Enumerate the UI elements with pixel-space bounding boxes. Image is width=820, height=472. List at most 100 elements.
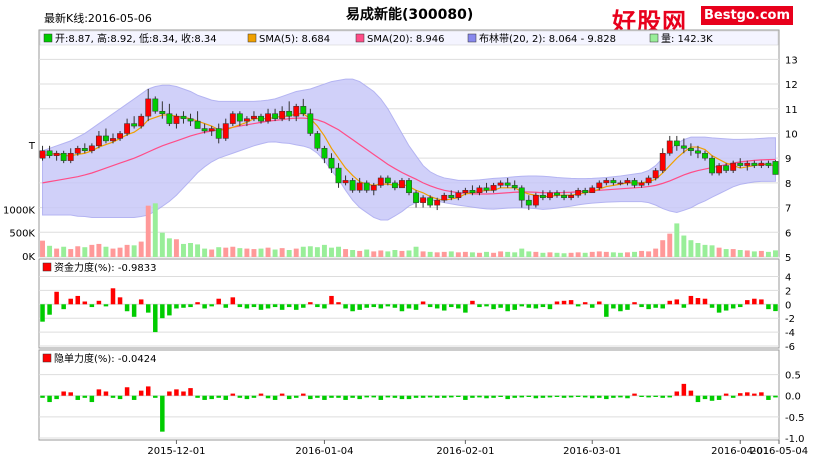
candle-body bbox=[152, 98, 159, 112]
candlestick bbox=[420, 195, 427, 208]
fund_panel-bar bbox=[392, 304, 398, 308]
candle-body bbox=[716, 165, 723, 174]
order_panel-bar bbox=[752, 393, 757, 396]
volume-bar bbox=[702, 244, 708, 257]
fund_panel-bar bbox=[301, 304, 306, 308]
fund_panel-bar bbox=[61, 304, 66, 310]
fund_panel-bar bbox=[625, 304, 630, 310]
candle-body bbox=[229, 113, 236, 124]
volume-bar bbox=[413, 246, 419, 257]
candle-body bbox=[406, 180, 412, 194]
volume-bar bbox=[159, 232, 165, 257]
candlestick bbox=[532, 192, 539, 208]
candlestick bbox=[356, 177, 363, 193]
order_panel-bar bbox=[399, 395, 405, 400]
order_panel-bar bbox=[315, 395, 320, 398]
candlestick bbox=[251, 111, 257, 122]
fund_panel-bar bbox=[667, 300, 673, 305]
order_panel-bar bbox=[730, 395, 736, 398]
candlestick bbox=[53, 150, 60, 161]
candlestick bbox=[413, 190, 419, 208]
volume-bar bbox=[625, 252, 630, 257]
fund_panel-bar bbox=[399, 304, 405, 312]
volume-bar bbox=[751, 251, 757, 257]
candle-body bbox=[159, 110, 166, 114]
candle-body bbox=[603, 180, 610, 184]
fund_panel-bar bbox=[526, 304, 532, 308]
candle-body bbox=[723, 165, 730, 171]
legend-text: 布林带(20, 2): 8.064 - 9.828 bbox=[479, 32, 616, 45]
order_panel-bar bbox=[512, 395, 517, 398]
fund_panel-bar bbox=[230, 297, 236, 305]
volume-bar bbox=[392, 250, 398, 257]
volume-bar bbox=[526, 251, 532, 257]
volume-bar bbox=[173, 239, 179, 257]
fund_panel-bar bbox=[463, 304, 468, 313]
fund_panel-bar bbox=[357, 304, 362, 310]
volume-bar bbox=[68, 249, 74, 257]
order_panel-bar bbox=[301, 393, 306, 396]
volume-bar bbox=[209, 249, 215, 257]
left-marker: T bbox=[28, 141, 36, 152]
fund_panel-bar bbox=[181, 304, 186, 308]
x-axis-label: 2016-02-01 bbox=[436, 446, 494, 457]
fund_panel-bar bbox=[153, 304, 158, 333]
x-axis-label: 2016-03-01 bbox=[563, 446, 621, 457]
order_panel-bar bbox=[392, 395, 398, 398]
candlestick bbox=[511, 180, 518, 191]
candle-body bbox=[652, 170, 659, 179]
order_panel-bar bbox=[618, 395, 623, 398]
candlestick bbox=[286, 101, 293, 122]
candlestick bbox=[709, 155, 715, 176]
order_panel-bar bbox=[723, 393, 729, 396]
candle-body bbox=[328, 157, 335, 169]
candlestick bbox=[603, 177, 610, 186]
volume-bar bbox=[371, 251, 377, 257]
fund_panel-bar bbox=[491, 304, 496, 310]
volume-bar bbox=[385, 251, 391, 257]
volume-bar bbox=[561, 253, 567, 257]
volume-bar bbox=[773, 250, 778, 257]
candlestick bbox=[666, 135, 673, 156]
candle-body bbox=[511, 185, 518, 189]
volume-bar bbox=[293, 248, 299, 257]
fund_panel-bar bbox=[89, 304, 95, 308]
fund_panel-bar bbox=[385, 304, 391, 307]
candle-body bbox=[222, 123, 229, 139]
fund_panel-bar bbox=[660, 304, 665, 309]
candle-body bbox=[399, 180, 405, 189]
candle-body bbox=[145, 98, 152, 117]
fund_panel-bar bbox=[237, 304, 243, 308]
fund_panel-bar bbox=[68, 298, 73, 305]
fund_panel-bar bbox=[449, 304, 454, 308]
order_panel-label: 隐单力度(%): -0.0424 bbox=[54, 352, 156, 365]
volume-tick: 0K bbox=[22, 252, 35, 263]
order_panel-bar bbox=[343, 395, 348, 400]
candlestick bbox=[518, 185, 525, 208]
candle-body bbox=[497, 182, 504, 186]
candlestick bbox=[81, 143, 88, 154]
order_panel-bar bbox=[286, 395, 292, 400]
fund_panel-bar bbox=[223, 304, 229, 308]
candle-body bbox=[596, 182, 603, 189]
candle-body bbox=[532, 194, 539, 206]
fund_panel-bar bbox=[82, 301, 88, 305]
order_panel-bar bbox=[766, 395, 771, 400]
volume-bar bbox=[498, 251, 504, 257]
volume-bar bbox=[96, 243, 102, 257]
candlestick bbox=[229, 111, 236, 127]
candlestick bbox=[476, 185, 483, 196]
candle-body bbox=[279, 110, 286, 119]
order_panel-bar bbox=[336, 395, 341, 398]
volume-bar bbox=[674, 223, 680, 257]
candle-body bbox=[74, 148, 81, 154]
fund_panel-bar bbox=[561, 300, 567, 305]
candlestick bbox=[427, 195, 434, 208]
candle-body bbox=[391, 182, 398, 189]
candle-body bbox=[88, 145, 95, 152]
volume-bar bbox=[244, 248, 250, 257]
fund_panel-bar bbox=[618, 304, 623, 312]
candlestick bbox=[208, 126, 215, 136]
volume-bar bbox=[477, 252, 482, 257]
candlestick bbox=[737, 158, 744, 169]
